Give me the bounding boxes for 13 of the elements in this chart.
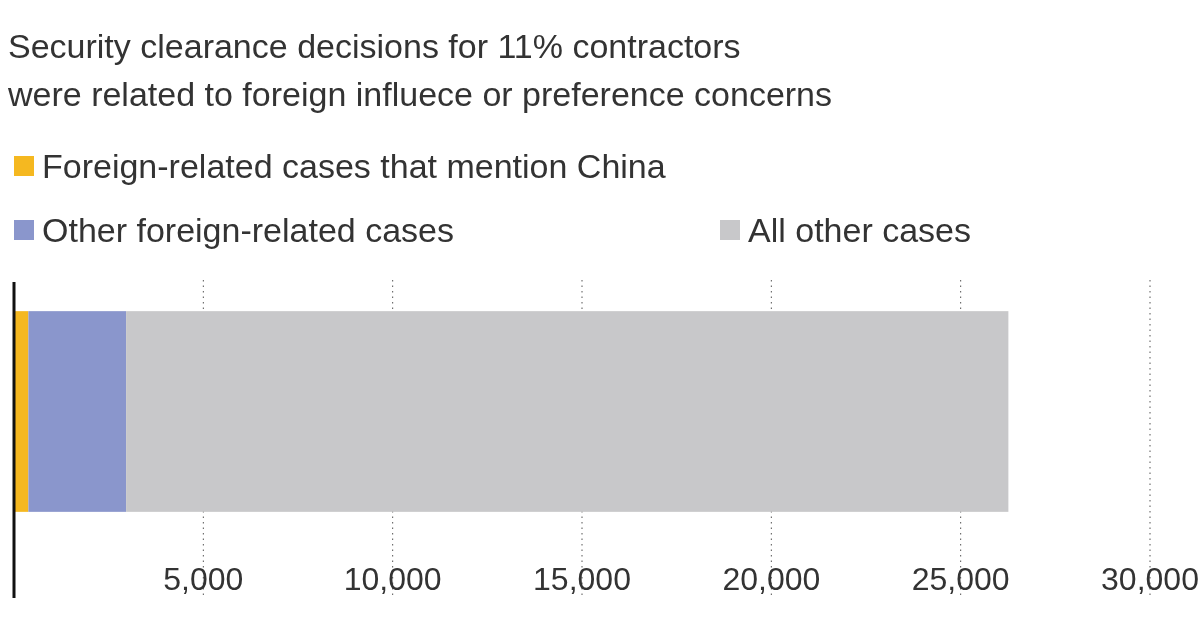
legend-label: Foreign-related cases that mention China [42,147,666,185]
x-tick-label: 10,000 [343,561,442,597]
legend-label: Other foreign-related cases [42,211,454,249]
chart-title: Security clearance decisions for 11% contractors [8,27,741,65]
legend-label: All other cases [748,211,971,249]
x-tick-label: 20,000 [722,561,821,597]
x-tick-label: 15,000 [533,561,631,597]
x-tick-label: 25,000 [911,561,1010,597]
x-tick-label: 30,000 [1101,561,1199,597]
x-tick-label: 5,000 [163,561,244,597]
bar [28,311,127,512]
chart-subtitle: were related to foreign influece or preference concerns [7,75,833,113]
bar [126,311,1009,512]
